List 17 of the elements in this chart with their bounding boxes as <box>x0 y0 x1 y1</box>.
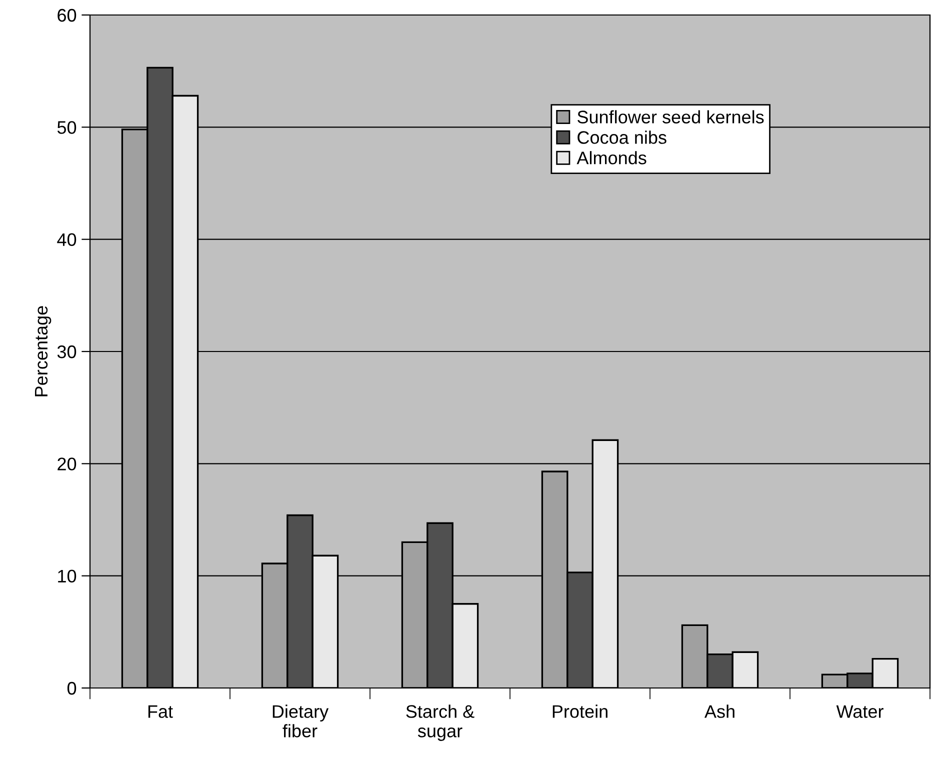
x-tick-label: Water <box>836 705 884 718</box>
x-tick-label: Fat <box>148 705 173 718</box>
y-tick-label: 40 <box>57 233 76 246</box>
legend-label: Sunflower seed kernels <box>578 110 764 124</box>
y-tick-label: 20 <box>58 458 76 470</box>
x-tick-label: Ash <box>704 704 734 718</box>
legend-label: Cocoa nibs <box>578 130 666 144</box>
y-tick-label: 30 <box>57 345 76 358</box>
x-tick-label: Dietary fiber <box>272 704 329 738</box>
legend-label: Almonds <box>576 151 646 164</box>
y-axis-title: Percentage <box>35 306 52 396</box>
y-tick-label: 0 <box>67 682 76 695</box>
y-tick-label: 10 <box>58 570 76 583</box>
x-tick-label: Protein <box>552 704 608 718</box>
y-tick-label: 50 <box>57 121 76 134</box>
y-tick-label: 60 <box>58 8 76 22</box>
x-tick-label: Starch & sugar <box>406 704 474 741</box>
